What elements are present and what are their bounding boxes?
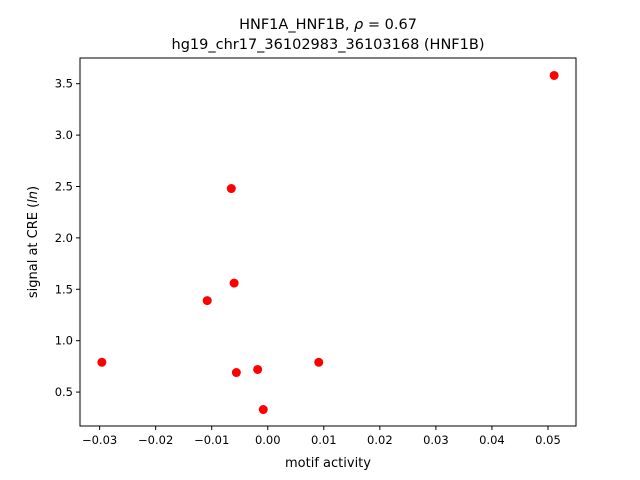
x-tick-label: −0.01 bbox=[194, 433, 229, 447]
y-tick-label: 0.5 bbox=[55, 385, 73, 399]
y-tick-label: 2.5 bbox=[55, 179, 73, 193]
x-tick-label: 0.04 bbox=[479, 433, 505, 447]
plot-area bbox=[97, 70, 559, 415]
y-tick-label: 1.0 bbox=[55, 334, 73, 348]
data-point bbox=[229, 278, 239, 288]
data-point bbox=[314, 357, 324, 367]
x-tick-label: 0.00 bbox=[255, 433, 281, 447]
x-tick-label: 0.01 bbox=[311, 433, 337, 447]
axes-frame bbox=[79, 57, 577, 427]
y-tick-label: 3.0 bbox=[55, 128, 73, 142]
chart-title-line2: hg19_chr17_36102983_36103168 (HNF1B) bbox=[172, 37, 485, 53]
y-axis: 0.5 1.0 1.5 2.0 2.5 3.0 3.5 bbox=[55, 77, 80, 399]
x-tick-label: 0.03 bbox=[423, 433, 449, 447]
x-axis-label: motif activity bbox=[285, 456, 371, 471]
x-axis: −0.03 −0.02 −0.01 0.00 0.01 0.02 0.03 0.04 0.05 bbox=[82, 426, 561, 447]
y-axis-label: signal at CRE (ln) bbox=[26, 186, 41, 298]
x-tick-label: −0.03 bbox=[82, 433, 117, 447]
data-point bbox=[253, 364, 263, 374]
data-point bbox=[258, 405, 268, 415]
data-point bbox=[549, 70, 559, 80]
y-tick-label: 3.5 bbox=[55, 77, 73, 91]
y-tick-label: 2.0 bbox=[55, 231, 73, 245]
x-tick-label: 0.02 bbox=[367, 433, 393, 447]
x-tick-label: −0.02 bbox=[138, 433, 173, 447]
data-point bbox=[97, 357, 107, 367]
chart-title-line1: HNF1A_HNF1B, ρ = 0.67 bbox=[239, 17, 417, 33]
data-point bbox=[231, 368, 241, 378]
data-point bbox=[202, 296, 212, 306]
y-tick-label: 1.5 bbox=[55, 282, 73, 296]
data-point bbox=[226, 184, 236, 194]
x-tick-label: 0.05 bbox=[535, 433, 561, 447]
